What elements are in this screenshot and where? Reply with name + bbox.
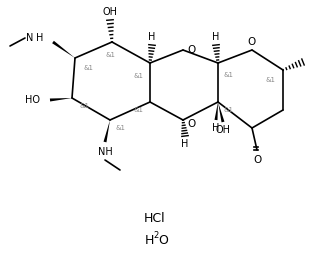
Text: O: O	[158, 233, 168, 246]
Text: &1: &1	[223, 107, 233, 113]
Text: &1: &1	[80, 103, 90, 109]
Text: H: H	[148, 32, 156, 42]
Polygon shape	[52, 41, 75, 58]
Text: H: H	[212, 32, 220, 42]
Text: H: H	[144, 233, 154, 246]
Text: HO: HO	[25, 95, 40, 105]
Polygon shape	[214, 102, 218, 120]
Text: OH: OH	[102, 7, 117, 17]
Text: &1: &1	[83, 65, 93, 71]
Text: &1: &1	[133, 107, 143, 113]
Text: H: H	[181, 139, 189, 149]
Text: O: O	[187, 45, 195, 55]
Polygon shape	[104, 120, 110, 142]
Text: &1: &1	[223, 72, 233, 78]
Text: H: H	[212, 123, 220, 133]
Text: OH: OH	[215, 125, 230, 135]
Text: NH: NH	[98, 147, 112, 157]
Polygon shape	[218, 102, 224, 122]
Text: &1: &1	[105, 52, 115, 58]
Text: O: O	[253, 155, 261, 165]
Text: O: O	[187, 119, 195, 129]
Text: &1: &1	[266, 77, 276, 83]
Text: O: O	[248, 37, 256, 47]
Text: N: N	[26, 33, 34, 43]
Polygon shape	[50, 98, 72, 101]
Text: 2: 2	[153, 231, 159, 240]
Text: HCl: HCl	[144, 212, 166, 224]
Text: &1: &1	[133, 73, 143, 79]
Text: H: H	[36, 33, 44, 43]
Text: &1: &1	[115, 125, 125, 131]
